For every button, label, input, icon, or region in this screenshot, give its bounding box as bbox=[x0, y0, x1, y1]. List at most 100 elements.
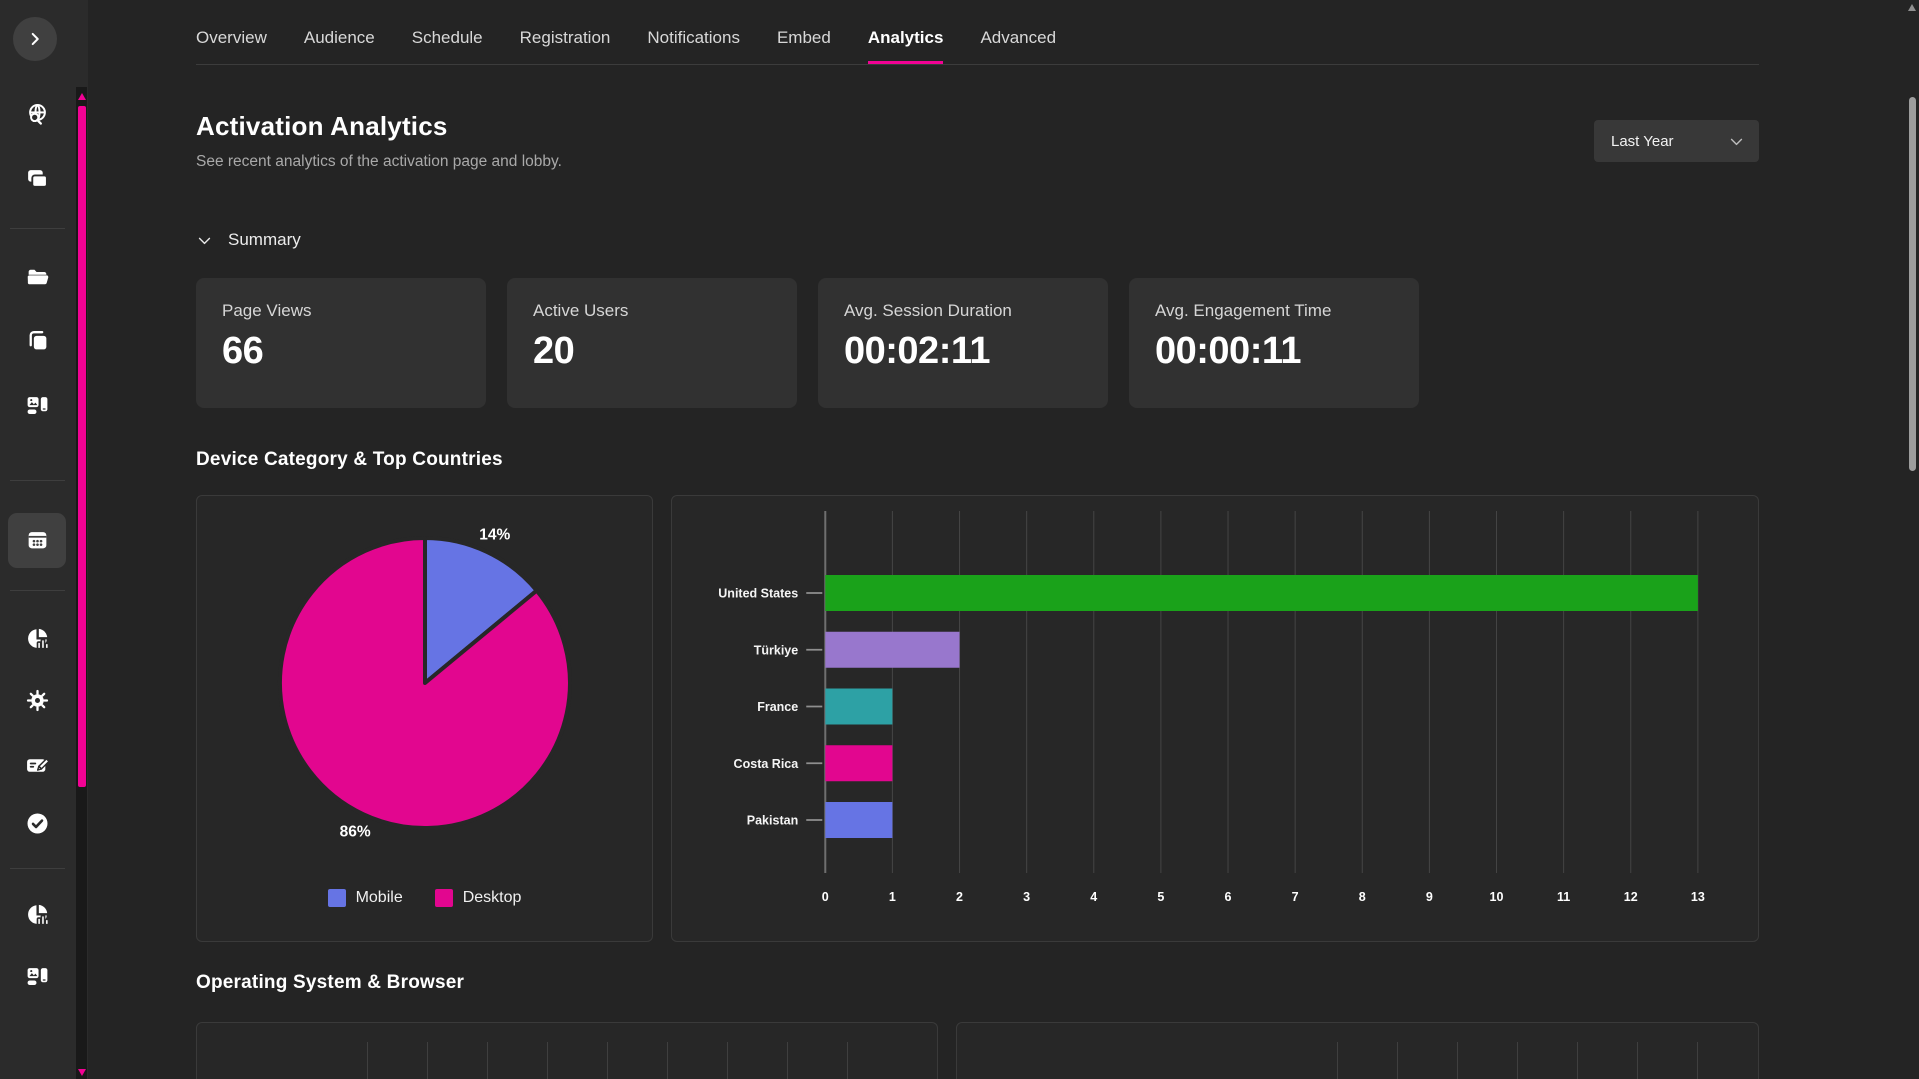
os-chart-card-partial bbox=[196, 1022, 938, 1079]
copy-icon bbox=[25, 328, 50, 353]
sidebar-item-media-layout[interactable] bbox=[8, 385, 66, 425]
svg-text:1: 1 bbox=[889, 890, 896, 904]
chevron-down-icon bbox=[1728, 133, 1745, 150]
section-title-device-countries: Device Category & Top Countries bbox=[196, 449, 503, 470]
tab-schedule[interactable]: Schedule bbox=[411, 28, 483, 47]
chevron-down-icon bbox=[196, 232, 213, 249]
page-scrollbar bbox=[1905, 0, 1919, 1079]
stat-value: 00:02:11 bbox=[844, 330, 991, 372]
svg-text:6: 6 bbox=[1225, 890, 1232, 904]
sidebar-item-files[interactable] bbox=[8, 257, 66, 297]
stack-icon bbox=[25, 166, 50, 191]
sidebar-item-registration[interactable] bbox=[8, 745, 66, 785]
sidebar-item-reports[interactable] bbox=[8, 894, 66, 934]
sidebar-divider bbox=[10, 868, 65, 869]
tab-advanced[interactable]: Advanced bbox=[980, 28, 1057, 47]
svg-text:5: 5 bbox=[1157, 890, 1164, 904]
svg-text:0: 0 bbox=[822, 890, 829, 904]
stat-card-session-duration: Avg. Session Duration 00:02:11 bbox=[818, 278, 1108, 408]
sidebar-item-events[interactable] bbox=[8, 513, 66, 568]
tab-bar: Overview Audience Schedule Registration … bbox=[196, 0, 1759, 65]
svg-text:9: 9 bbox=[1426, 890, 1433, 904]
page-title: Activation Analytics bbox=[196, 111, 448, 141]
pie-chart-icon bbox=[25, 626, 50, 651]
main-content: Overview Audience Schedule Registration … bbox=[88, 0, 1905, 1079]
chart-gridlines bbox=[1337, 1042, 1728, 1079]
svg-text:Türkiye: Türkiye bbox=[754, 644, 799, 658]
stat-label: Page Views bbox=[222, 301, 312, 320]
legend-swatch-desktop bbox=[434, 889, 453, 907]
expand-sidebar-button[interactable] bbox=[13, 17, 57, 61]
svg-text:12: 12 bbox=[1624, 890, 1638, 904]
device-category-pie-chart: 14% 86% bbox=[277, 527, 572, 840]
stat-card-engagement-time: Avg. Engagement Time 00:00:11 bbox=[1129, 278, 1419, 408]
summary-toggle[interactable]: Summary bbox=[196, 230, 301, 250]
sidebar-item-analytics[interactable] bbox=[8, 618, 66, 658]
card-edit-icon bbox=[25, 753, 50, 778]
svg-text:14%: 14% bbox=[479, 527, 510, 544]
chart-gridlines bbox=[367, 1042, 907, 1079]
sidebar-item-settings[interactable] bbox=[8, 680, 66, 720]
browser-chart-card-partial bbox=[956, 1022, 1759, 1079]
stat-label: Avg. Engagement Time bbox=[1155, 301, 1332, 320]
section-title-os-browser: Operating System & Browser bbox=[196, 972, 465, 993]
check-circle-icon bbox=[25, 811, 50, 836]
sidebar-divider bbox=[10, 228, 65, 229]
svg-text:Pakistan: Pakistan bbox=[747, 814, 798, 828]
top-countries-bar-card: 0 1 2 3 4 5 6 7 8 9 10 11 12 13 United States Türkiye Fr… bbox=[671, 495, 1759, 942]
stat-value: 00:00:11 bbox=[1155, 330, 1302, 372]
legend-item-desktop[interactable]: Desktop bbox=[434, 889, 521, 907]
folder-open-icon bbox=[25, 265, 50, 290]
page-scrollbar-thumb[interactable] bbox=[1908, 97, 1916, 471]
scroll-up-arrow-icon[interactable] bbox=[1908, 4, 1916, 11]
stat-label: Avg. Session Duration bbox=[844, 301, 1012, 320]
stat-card-active-users: Active Users 20 bbox=[507, 278, 797, 408]
sidebar-item-pages[interactable] bbox=[8, 320, 66, 360]
page-header: Activation Analytics See recent analytic… bbox=[196, 111, 1759, 171]
tab-registration[interactable]: Registration bbox=[519, 28, 611, 47]
stat-value: 66 bbox=[222, 330, 264, 372]
svg-text:11: 11 bbox=[1557, 890, 1570, 904]
sidebar-scrollbar bbox=[76, 87, 87, 1079]
stat-value: 20 bbox=[533, 330, 575, 372]
sidebar-item-approvals[interactable] bbox=[8, 803, 66, 843]
gear-icon bbox=[25, 688, 50, 713]
sidebar-divider bbox=[10, 590, 65, 591]
svg-text:8: 8 bbox=[1359, 890, 1366, 904]
tab-overview[interactable]: Overview bbox=[196, 28, 267, 47]
tab-notifications[interactable]: Notifications bbox=[647, 28, 740, 47]
sidebar-item-devices[interactable] bbox=[8, 956, 66, 996]
pie-legend: Mobile Desktop bbox=[197, 889, 652, 907]
tab-analytics[interactable]: Analytics bbox=[867, 28, 944, 64]
svg-text:10: 10 bbox=[1490, 890, 1504, 904]
legend-label: Mobile bbox=[355, 889, 403, 906]
svg-text:France: France bbox=[757, 700, 798, 714]
legend-item-mobile[interactable]: Mobile bbox=[327, 889, 403, 907]
date-range-value: Last Year bbox=[1611, 132, 1674, 150]
svg-text:Costa Rica: Costa Rica bbox=[734, 757, 800, 771]
scroll-down-arrow-icon[interactable] bbox=[77, 1069, 86, 1076]
scroll-up-arrow-icon[interactable] bbox=[77, 93, 86, 100]
charts-row: 14% 86% Mobile Desktop 0 1 2 3 4 5 6 7 8 9 10 11 12 13… bbox=[196, 495, 1759, 942]
device-preview-icon bbox=[25, 964, 50, 989]
chevron-right-icon bbox=[24, 28, 46, 50]
date-range-dropdown[interactable]: Last Year bbox=[1594, 120, 1759, 162]
tab-embed[interactable]: Embed bbox=[776, 28, 831, 47]
svg-text:2: 2 bbox=[956, 890, 963, 904]
svg-text:United States: United States bbox=[718, 587, 798, 601]
legend-swatch-mobile bbox=[327, 889, 346, 907]
sidebar-item-discover[interactable] bbox=[8, 94, 66, 134]
calendar-icon bbox=[25, 528, 50, 553]
stat-card-page-views: Page Views 66 bbox=[196, 278, 486, 408]
os-browser-charts-row bbox=[196, 1022, 1759, 1079]
tab-audience[interactable]: Audience bbox=[303, 28, 375, 47]
device-preview-icon bbox=[25, 393, 50, 418]
sidebar-scrollbar-thumb[interactable] bbox=[77, 106, 86, 787]
svg-text:86%: 86% bbox=[340, 823, 371, 840]
sidebar-item-content-stack[interactable] bbox=[8, 158, 66, 198]
svg-text:13: 13 bbox=[1691, 890, 1705, 904]
svg-text:7: 7 bbox=[1292, 890, 1299, 904]
summary-cards: Page Views 66 Active Users 20 Avg. Sessi… bbox=[196, 278, 1759, 408]
